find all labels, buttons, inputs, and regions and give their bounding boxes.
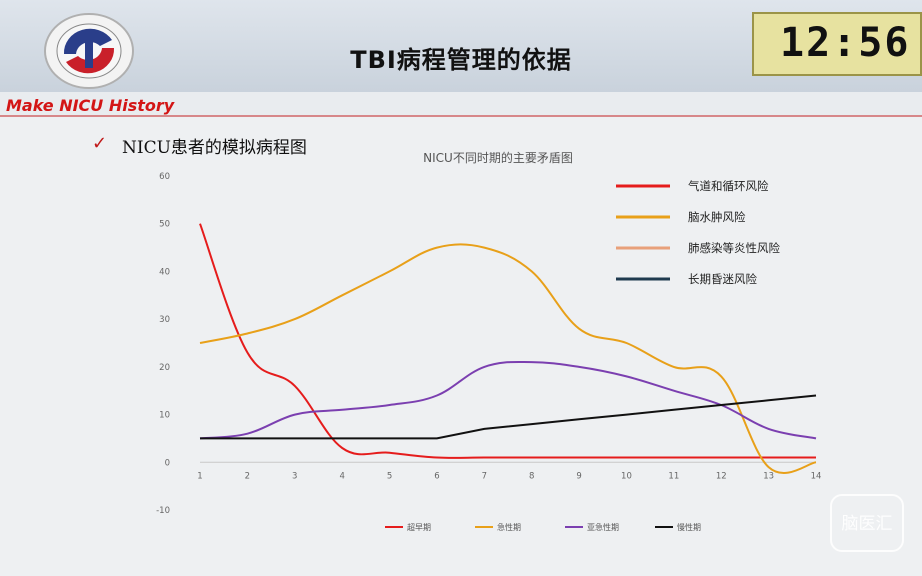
series-line-2 (199, 243, 817, 474)
series-line-3 (199, 360, 817, 440)
content-panel (0, 117, 922, 576)
x-tick-label: 13 (763, 471, 774, 481)
y-tick-label: 50 (159, 220, 170, 230)
x-tick-label: 5 (387, 471, 392, 481)
side-legend-label: 长期昏迷风险 (688, 272, 757, 286)
bullet-text: NICU患者的模拟病程图 (122, 138, 307, 158)
legend-label: 慢性期 (677, 522, 701, 532)
x-tick-label: 11 (668, 471, 679, 481)
y-tick-label: 10 (159, 411, 170, 421)
x-tick-label: 12 (716, 471, 727, 481)
y-tick-label: 60 (159, 172, 170, 182)
x-tick-label: 3 (292, 471, 297, 481)
brand-text: Make NICU History (6, 96, 175, 115)
check-icon: ✓ (92, 133, 108, 154)
side-legend-label: 气道和循环风险 (688, 179, 769, 193)
x-tick-label: 2 (245, 471, 250, 481)
x-tick-label: 1 (197, 471, 202, 481)
watermark-logo: 脑医汇 (830, 494, 904, 552)
y-tick-label: 40 (159, 267, 170, 277)
x-tick-label: 6 (434, 471, 439, 481)
y-tick-label: -10 (156, 506, 170, 516)
x-tick-label: 7 (482, 471, 487, 481)
x-tick-label: 8 (529, 471, 534, 481)
series-line-1 (199, 223, 816, 459)
legend-label: 急性期 (497, 522, 521, 532)
university-logo (44, 13, 134, 89)
timer-box (752, 12, 922, 76)
legend-label: 超早期 (407, 522, 431, 532)
y-tick-label: 20 (159, 363, 170, 373)
y-tick-label: 30 (159, 315, 170, 325)
side-legend-label: 肺感染等炎性风险 (688, 241, 780, 255)
x-tick-label: 9 (576, 471, 581, 481)
x-tick-label: 14 (811, 471, 822, 481)
y-tick-label: 0 (165, 458, 170, 468)
timer: 12:56 (780, 20, 911, 66)
x-tick-label: 4 (339, 471, 344, 481)
x-tick-label: 10 (621, 471, 632, 481)
legend-label: 亚急性期 (587, 522, 619, 532)
chart-title: NICU不同时期的主要矛盾图 (423, 150, 573, 165)
side-legend-label: 脑水肿风险 (688, 210, 746, 224)
brand-divider (0, 115, 922, 117)
slide-title: TBI病程管理的依据 (350, 46, 572, 74)
series-line-4 (200, 394, 817, 440)
